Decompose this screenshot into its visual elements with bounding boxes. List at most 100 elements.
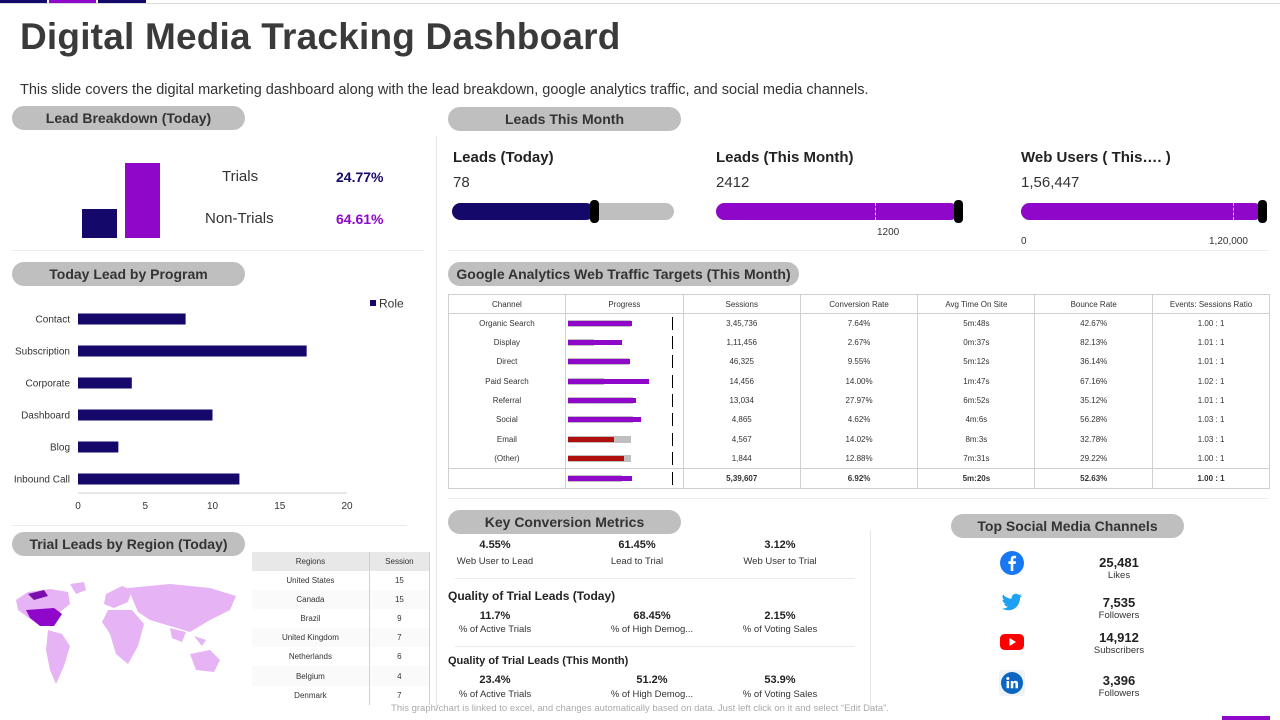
ga-progress-actual — [568, 359, 630, 365]
region-row: Denmark 7 — [252, 685, 431, 705]
region-session: 15 — [369, 590, 431, 610]
region-row: Brazil 9 — [252, 609, 431, 629]
linkedin-label: Followers — [1098, 688, 1140, 699]
ga-traffic-table: Channel Progress Sessions Conversion Rat… — [448, 294, 1270, 489]
ga-conversion: 27.97% — [799, 390, 919, 411]
ga-ratio: 1.00 : 1 — [1152, 313, 1270, 333]
facebook-icon — [1000, 551, 1024, 575]
ga-sessions: 46,325 — [682, 352, 801, 372]
region-name: Brazil — [252, 609, 370, 629]
ga-sessions: 13,034 — [682, 390, 801, 411]
ga-channel: Email — [448, 429, 566, 449]
ga-bounce: 56.28% — [1034, 410, 1154, 430]
ga-progress-bar — [568, 469, 680, 488]
ga-ratio: 1.03 : 1 — [1152, 410, 1270, 430]
ga-col-progress: Progress — [564, 294, 684, 314]
leads-today-value: 78 — [453, 174, 470, 191]
ga-progress-cell — [564, 371, 684, 391]
ga-ratio: 1.00 : 1 — [1152, 467, 1270, 489]
ga-progress-cell — [564, 390, 684, 411]
corner-accent — [1222, 716, 1270, 720]
region-table: Regions Session United States 15 Canada 15 B… — [252, 552, 431, 705]
ga-col-ratio: Events: Sessions Ratio — [1152, 294, 1270, 314]
trials-bar — [82, 209, 117, 238]
region-session: 7 — [369, 628, 431, 648]
ga-row: Organic Search 3,45,736 7.64% 5m:48s 42.67% 1… — [448, 313, 1270, 333]
lead-to-trial-label: Lead to Trial — [610, 556, 664, 567]
ga-progress-bar — [568, 352, 680, 371]
ga-avg-time: 1m:47s — [917, 371, 1036, 391]
ga-progress-actual — [568, 378, 650, 384]
ga-channel: Social — [448, 410, 566, 430]
today-high-demog-label: % of High Demog... — [610, 624, 694, 635]
ga-conversion: 9.55% — [799, 352, 919, 372]
ga-progress-marker — [672, 471, 674, 485]
program-bar — [78, 313, 186, 325]
lead-to-trial-value: 61.45% — [618, 539, 656, 551]
ga-row: (Other) 1,844 12.88% 7m:31s 29.22% 1.00 : 1 — [448, 448, 1270, 469]
leads-month-label: Leads (This Month) — [716, 149, 854, 166]
ga-progress-bar — [568, 391, 680, 410]
web-user-to-trial-value: 3.12% — [764, 539, 796, 551]
today-active-trials-label: % of Active Trials — [458, 624, 532, 635]
ga-total-row: 5,39,607 6.92% 5m:20s 52.63% 1.00 : 1 — [448, 467, 1270, 489]
web-users-label: Web Users ( This…. ) — [1021, 149, 1171, 166]
category-label: Subscription — [15, 347, 70, 358]
twitter-icon — [1001, 593, 1022, 611]
legend-swatch — [370, 300, 376, 306]
leads-month-value: 2412 — [716, 174, 750, 191]
youtube-value: 14,912 — [1099, 630, 1139, 645]
ga-avg-time: 0m:37s — [917, 333, 1036, 353]
ga-bounce: 67.16% — [1034, 371, 1154, 391]
divider — [870, 530, 871, 710]
ga-progress-bar — [568, 430, 680, 449]
ga-col-avg-time: Avg Time On Site — [917, 294, 1036, 314]
leads-this-month-header: Leads This Month — [448, 107, 681, 131]
ga-channel: Referral — [448, 390, 566, 411]
ga-avg-time: 6m:52s — [917, 390, 1036, 411]
web-user-to-lead-value: 4.55% — [479, 539, 511, 551]
ga-progress-bar — [568, 314, 680, 333]
trials-label: Trials — [222, 168, 259, 185]
region-name: Netherlands — [252, 647, 370, 667]
ga-channel: Paid Search — [448, 371, 566, 391]
region-session: 7 — [369, 685, 431, 705]
ga-row: Direct 46,325 9.55% 5m:12s 36.14% 1.01 : 1 — [448, 352, 1270, 372]
divider — [448, 498, 1268, 499]
ga-progress-marker — [672, 336, 674, 350]
region-name: Canada — [252, 590, 370, 610]
divider — [455, 578, 855, 579]
leads-month-gauge-dash — [875, 203, 876, 220]
legend-label: Role — [379, 297, 404, 311]
ga-progress-actual — [568, 398, 636, 404]
web-users-gauge-fill — [1021, 203, 1262, 220]
divider — [12, 250, 424, 251]
ga-row: Email 4,567 14.02% 8m:3s 32.78% 1.03 : 1 — [448, 429, 1270, 449]
region-name: United States — [252, 571, 370, 591]
ga-progress-cell — [564, 352, 684, 372]
category-label: Corporate — [26, 379, 71, 390]
ga-channel: Organic Search — [448, 313, 566, 333]
ga-avg-time: 7m:31s — [917, 448, 1036, 469]
ga-ratio: 1.02 : 1 — [1152, 371, 1270, 391]
ga-bounce: 52.63% — [1034, 467, 1154, 489]
ga-channel — [448, 467, 566, 489]
ga-progress-marker — [672, 317, 674, 330]
ga-bounce: 36.14% — [1034, 352, 1154, 372]
ga-channel: (Other) — [448, 448, 566, 469]
program-bar — [78, 345, 307, 357]
web-users-gauge-dash — [1233, 203, 1234, 220]
ga-progress-actual — [568, 340, 623, 346]
ga-row: Referral 13,034 27.97% 6m:52s 35.12% 1.01 : 1 — [448, 390, 1270, 411]
ga-progress-marker — [672, 413, 674, 427]
ga-channel: Direct — [448, 352, 566, 372]
top-accent-bar — [0, 0, 1280, 4]
web-users-gauge-marker — [1258, 200, 1267, 223]
ga-conversion: 4.62% — [799, 410, 919, 430]
category-label: Blog — [50, 443, 70, 454]
ga-conversion: 6.92% — [799, 467, 919, 489]
quality-today-heading: Quality of Trial Leads (Today) — [448, 589, 616, 603]
ga-header: Google Analytics Web Traffic Targets (Th… — [448, 262, 799, 286]
web-users-tick: 1,20,000 — [1209, 236, 1248, 247]
region-header: Trial Leads by Region (Today) — [12, 532, 245, 556]
